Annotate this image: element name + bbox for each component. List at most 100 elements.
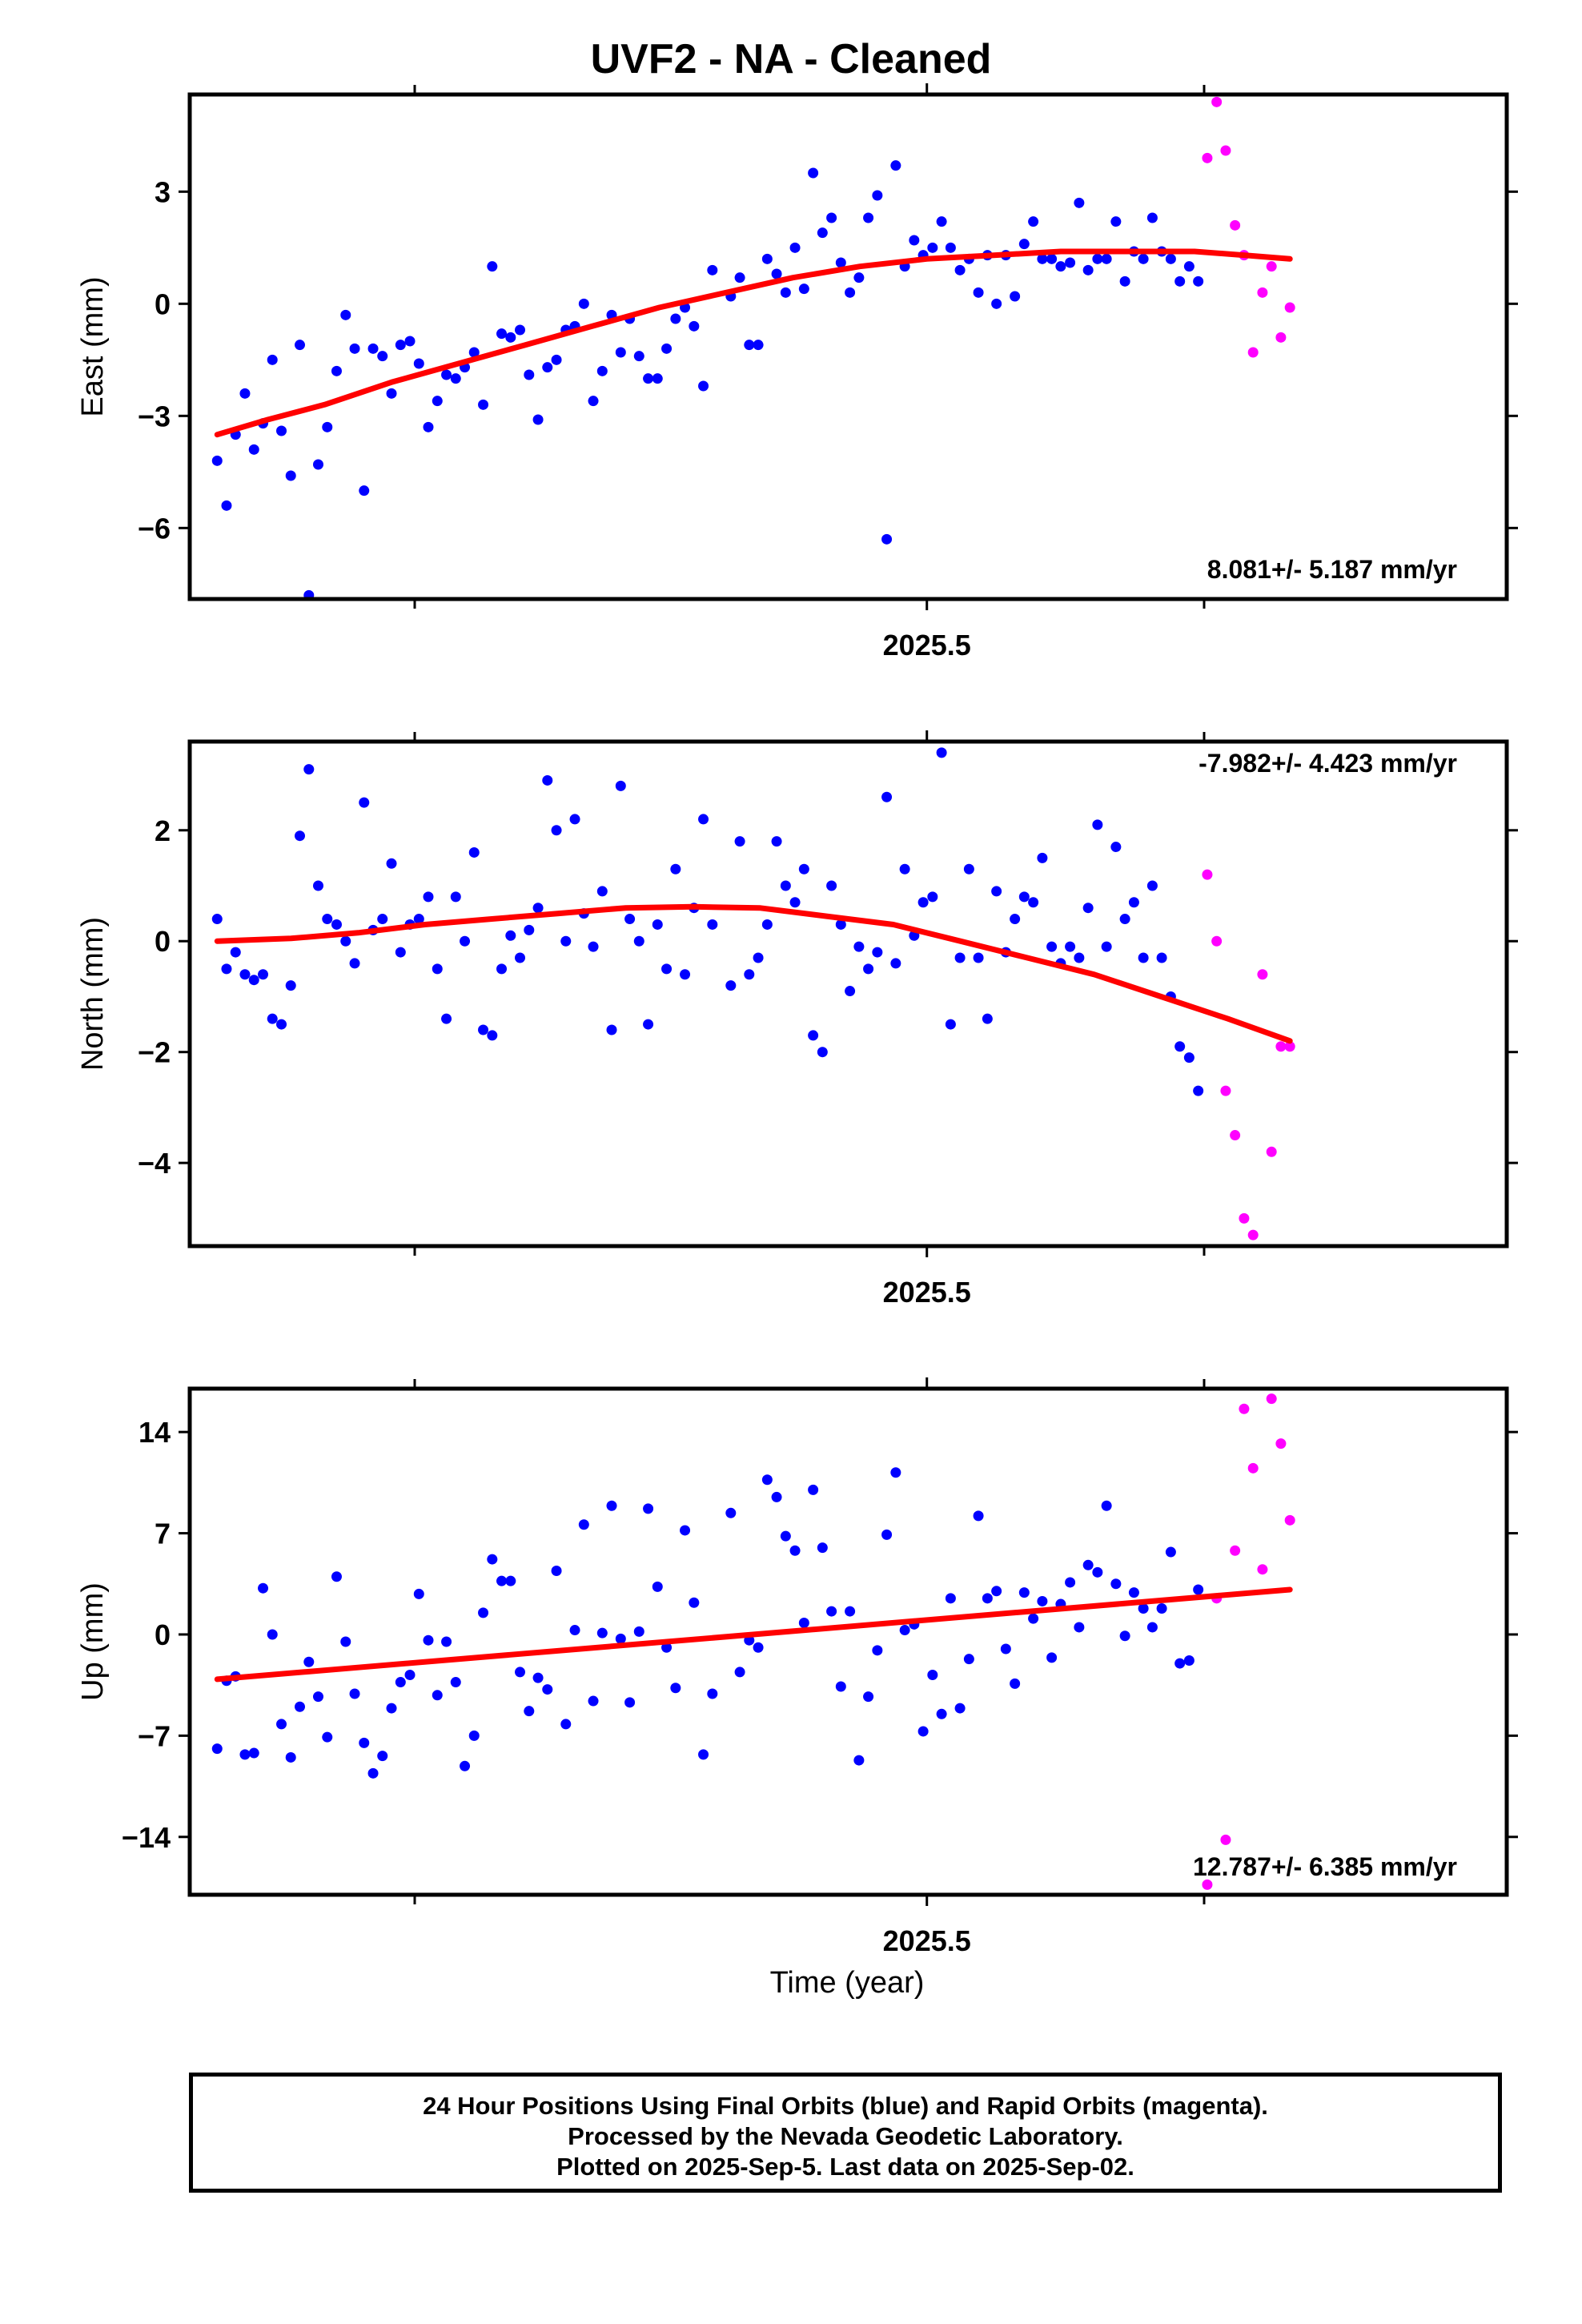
east-final-point (542, 362, 553, 373)
north-final-point (991, 886, 1002, 897)
up-rate-label: 12.787+/- 6.385 mm/yr (1193, 1852, 1457, 1881)
up-final-point (1119, 1630, 1130, 1642)
up-final-point (560, 1719, 572, 1730)
north-final-point (1018, 891, 1030, 903)
up-final-point (450, 1677, 461, 1688)
up-final-point (423, 1634, 434, 1646)
north-final-point (789, 897, 801, 908)
north-final-point (432, 963, 443, 975)
north-final-point (963, 863, 974, 875)
caption-line-1: 24 Hour Positions Using Final Orbits (bl… (423, 2092, 1268, 2120)
north-final-point (1092, 819, 1103, 830)
east-rapid-point (1284, 302, 1295, 313)
up-final-point (276, 1719, 287, 1730)
up-final-point (551, 1566, 562, 1577)
north-final-point (349, 958, 360, 969)
north-final-point (936, 747, 947, 758)
up-final-point (505, 1575, 516, 1586)
north-final-point (423, 891, 434, 903)
up-final-point (367, 1767, 379, 1779)
east-final-point (487, 261, 498, 272)
east-final-point (1119, 275, 1130, 287)
up-final-point (698, 1749, 709, 1760)
east-ytick-label: 0 (155, 287, 171, 320)
east-final-point (872, 190, 883, 201)
north-final-point (295, 830, 306, 842)
north-final-point (643, 1019, 654, 1030)
up-final-point (377, 1751, 388, 1762)
east-ytick-label: −6 (138, 512, 171, 545)
up-final-point (359, 1737, 370, 1748)
east-final-point (945, 242, 956, 253)
up-final-point (863, 1691, 874, 1703)
east-final-point (1074, 197, 1085, 208)
east-final-point (413, 358, 424, 369)
up-final-point (945, 1593, 956, 1604)
north-rapid-point (1202, 869, 1213, 880)
north-final-point (1082, 903, 1094, 914)
north-fit-curve (214, 903, 1293, 1044)
north-final-point (258, 969, 269, 980)
north-final-point (322, 914, 333, 925)
east-final-point (853, 272, 865, 283)
north-final-point (899, 863, 910, 875)
north-rapid-point (1211, 935, 1223, 947)
east-final-point (652, 373, 663, 384)
up-final-point (285, 1751, 296, 1763)
east-final-point (1193, 275, 1204, 287)
north-frame (187, 739, 1509, 1248)
east-final-point (753, 340, 764, 351)
east-final-point (771, 268, 782, 279)
east-final-point (1046, 253, 1058, 264)
north-final-point (551, 825, 562, 836)
up-final-point (780, 1530, 791, 1542)
up-rapid-point (1257, 1564, 1268, 1575)
north-final-point (468, 846, 480, 858)
east-final-point (909, 235, 920, 246)
up-final-point (982, 1593, 993, 1604)
up-final-point (1046, 1652, 1058, 1663)
up-final-point (899, 1625, 910, 1636)
east-final-point (359, 485, 370, 497)
north-final-point (1065, 941, 1076, 952)
east-final-point (698, 380, 709, 392)
up-rapid-point (1275, 1438, 1287, 1449)
north-final-point (515, 952, 526, 963)
north-final-point (331, 919, 342, 930)
x-axis-title: Time (year) (770, 1966, 925, 2000)
east-final-point (1055, 261, 1066, 272)
up-ylabel: Up (mm) (76, 1582, 110, 1701)
north-final-point (1174, 1041, 1186, 1052)
up-final-point (1082, 1559, 1094, 1570)
up-final-point (395, 1677, 406, 1688)
up-final-point (404, 1670, 416, 1681)
north-final-point (761, 919, 773, 930)
north-rapid-point (1239, 1212, 1250, 1224)
east-final-point (468, 347, 480, 358)
east-rapid-point (1275, 332, 1287, 343)
up-final-point (267, 1629, 278, 1640)
east-rapid-point (1247, 347, 1259, 358)
north-final-point (982, 1013, 993, 1024)
east-final-point (322, 421, 333, 432)
east-rapid-point (1202, 152, 1213, 163)
up-final-point (322, 1731, 333, 1743)
east-final-point (1028, 216, 1039, 227)
north-rapid-point (1284, 1041, 1295, 1052)
east-final-point (303, 589, 315, 599)
east-final-point (248, 444, 259, 455)
up-final-point (927, 1670, 938, 1681)
up-final-point (515, 1667, 526, 1678)
east-final-point (991, 298, 1002, 309)
up-panel: −14 −7 0 7 14 2025.5 Up (mm) 12.787+/- 6.385 mm… (76, 1377, 1518, 1957)
up-ytick-label: 7 (155, 1518, 171, 1550)
east-final-point (239, 388, 251, 399)
north-final-point (1183, 1052, 1195, 1063)
north-final-point (945, 1019, 956, 1030)
north-final-point (1193, 1085, 1204, 1096)
east-ylabel: East (mm) (76, 276, 110, 416)
up-rapid-point (1239, 1403, 1250, 1414)
up-final-point (386, 1703, 397, 1714)
north-final-point (377, 914, 388, 925)
up-final-point (973, 1510, 984, 1522)
